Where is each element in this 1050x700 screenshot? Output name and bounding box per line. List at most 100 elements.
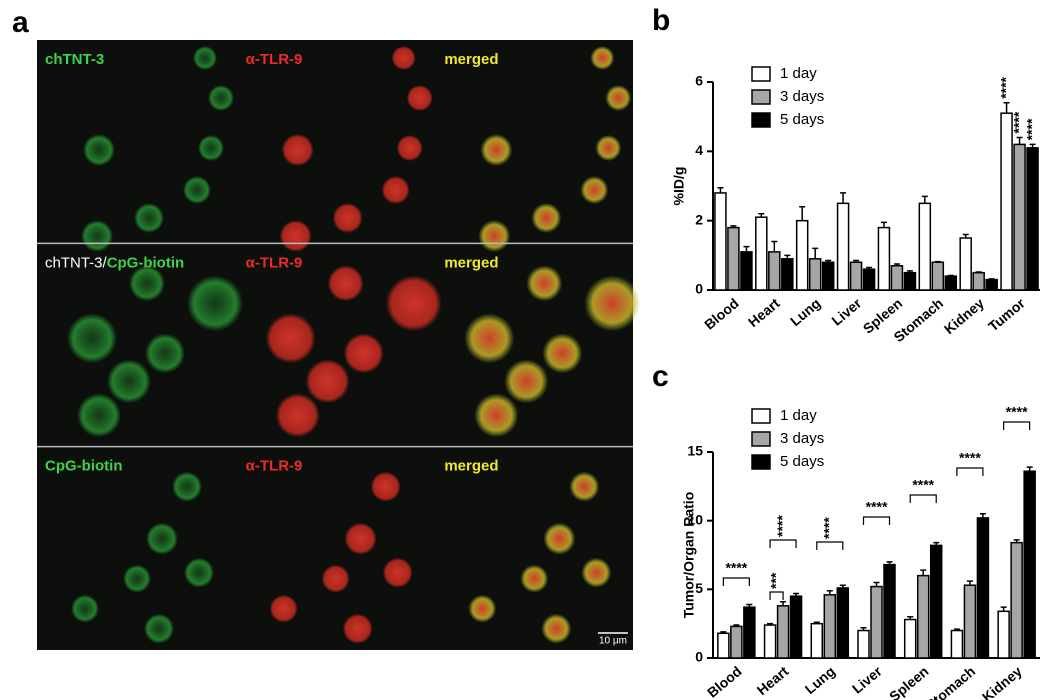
bar xyxy=(1023,470,1036,659)
bar xyxy=(890,264,904,291)
y-tick-label: 0 xyxy=(695,281,703,297)
error-bar xyxy=(813,621,820,624)
cell xyxy=(83,134,115,166)
legend-swatch xyxy=(751,408,771,424)
error-bar xyxy=(907,616,914,620)
cell xyxy=(77,393,121,438)
panel-label: a xyxy=(12,6,29,39)
cell xyxy=(581,557,612,588)
error-bar xyxy=(767,622,774,626)
merged-label: merged xyxy=(444,458,498,475)
significance: **** xyxy=(959,450,981,466)
bar xyxy=(985,278,998,291)
microscopy-background xyxy=(37,40,633,650)
bar xyxy=(963,584,977,659)
error-bar xyxy=(893,263,900,266)
bar xyxy=(727,226,740,291)
cell xyxy=(595,135,622,161)
x-tick-label: Liver xyxy=(849,663,885,697)
bar xyxy=(997,610,1010,659)
cell xyxy=(279,220,312,252)
bar xyxy=(883,563,896,659)
cell xyxy=(198,135,224,161)
x-tick-label: Heart xyxy=(754,663,792,698)
cell xyxy=(480,134,513,166)
x-tick-label: Spleen xyxy=(886,663,931,700)
stain-label: α-TLR-9 xyxy=(246,254,303,271)
bar xyxy=(810,622,824,659)
cell xyxy=(590,46,615,70)
error-bar xyxy=(839,584,846,588)
x-tick-label: Blood xyxy=(704,663,745,700)
bar xyxy=(795,219,809,291)
stain-label: α-TLR-9 xyxy=(246,51,303,68)
error-bar xyxy=(720,631,727,634)
bar xyxy=(903,271,917,291)
error-bar xyxy=(826,589,833,595)
error-bar xyxy=(1013,539,1020,543)
y-tick-label: 6 xyxy=(695,73,703,89)
bar xyxy=(730,625,743,659)
significance-bracket xyxy=(909,494,937,503)
legend-label: 3 days xyxy=(780,430,824,447)
bar xyxy=(1010,541,1023,659)
error-bar xyxy=(979,513,986,518)
cell xyxy=(504,359,549,404)
error-bar xyxy=(793,592,800,597)
legend-swatch xyxy=(751,112,771,128)
error-bar xyxy=(866,266,873,270)
significance: **** xyxy=(725,560,747,576)
channel-label-part: chTNT-3/ xyxy=(45,254,108,271)
cell xyxy=(526,265,563,302)
error-bar xyxy=(988,278,995,280)
error-bar xyxy=(975,271,982,273)
cell xyxy=(464,313,515,364)
error-bar xyxy=(906,270,913,273)
error-bar xyxy=(880,221,887,228)
error-bar xyxy=(966,580,973,586)
cell xyxy=(406,85,433,111)
bar xyxy=(950,629,964,659)
bar xyxy=(870,585,883,659)
bar xyxy=(1026,147,1039,291)
significance-bracket xyxy=(956,467,984,476)
bar xyxy=(1013,143,1026,291)
cell xyxy=(531,203,562,233)
bar xyxy=(821,261,835,291)
x-tick-label: Heart xyxy=(745,295,783,330)
cell xyxy=(370,471,401,502)
bar xyxy=(836,202,850,291)
cell xyxy=(275,393,320,438)
error-bar xyxy=(920,569,927,576)
cell xyxy=(381,176,410,204)
cell xyxy=(107,359,151,404)
bar xyxy=(789,595,803,659)
cell xyxy=(187,275,243,332)
legend-swatch xyxy=(751,89,771,105)
cell xyxy=(543,522,576,555)
legend-label: 1 day xyxy=(780,65,817,82)
error-bar xyxy=(1000,606,1007,612)
x-tick-label: Lung xyxy=(802,663,838,697)
cell xyxy=(134,203,164,233)
cell xyxy=(474,393,519,438)
bar xyxy=(944,275,958,291)
significance-bracket xyxy=(769,539,797,548)
cell xyxy=(208,85,234,111)
legend-swatch xyxy=(751,431,771,447)
bar xyxy=(776,605,790,659)
x-tick-label: Lung xyxy=(787,295,823,329)
cell xyxy=(344,522,377,555)
cell xyxy=(327,265,364,302)
error-bar xyxy=(886,561,893,565)
bar xyxy=(976,517,990,659)
bar xyxy=(972,271,985,291)
scale-bar-label: 10 μm xyxy=(599,636,627,647)
bar xyxy=(808,258,822,291)
y-tick-label: 2 xyxy=(695,211,703,227)
y-tick-label: 5 xyxy=(695,580,703,596)
cell xyxy=(520,564,549,593)
panel-label: b xyxy=(652,4,670,37)
cell xyxy=(580,176,609,204)
